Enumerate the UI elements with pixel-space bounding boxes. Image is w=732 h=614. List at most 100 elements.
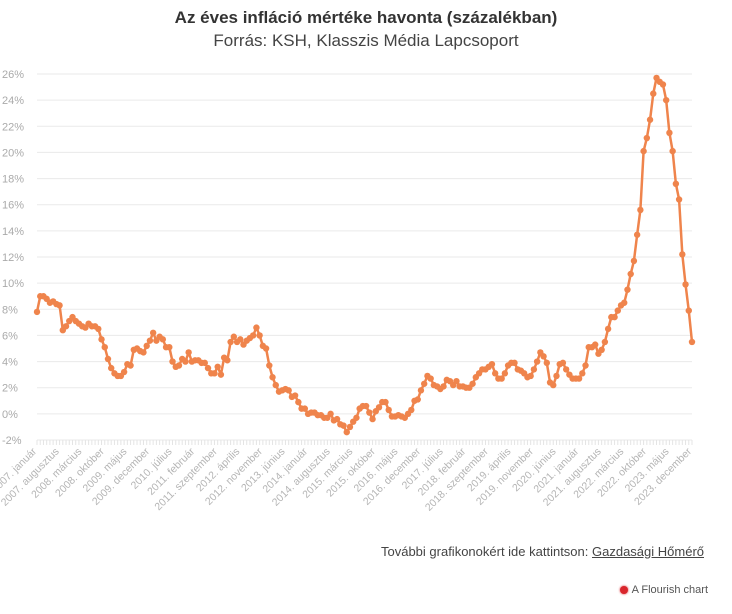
- data-point: [256, 332, 263, 339]
- data-point: [666, 129, 673, 137]
- data-point: [640, 147, 647, 155]
- footer-note: További grafikonokért ide kattintson: Ga…: [381, 544, 704, 559]
- data-point: [340, 422, 347, 429]
- data-point: [346, 423, 354, 431]
- data-point: [672, 180, 680, 187]
- data-point: [353, 414, 360, 421]
- y-tick-label: -2%: [2, 435, 22, 447]
- data-point: [366, 409, 373, 416]
- data-point: [201, 359, 208, 367]
- data-point: [56, 302, 63, 309]
- data-point: [643, 134, 651, 142]
- data-point: [237, 336, 244, 343]
- data-point: [414, 396, 421, 403]
- data-point: [217, 371, 225, 378]
- data-point: [498, 375, 505, 382]
- data-point: [562, 366, 570, 373]
- y-tick-label: 12%: [2, 252, 24, 264]
- data-point: [230, 333, 238, 340]
- data-point: [675, 196, 683, 203]
- data-point: [127, 362, 134, 369]
- gazdasagi-homero-link[interactable]: Gazdasági Hőmérő: [592, 544, 704, 559]
- data-point: [269, 374, 276, 381]
- credit-text: A Flourish chart: [631, 584, 708, 596]
- flourish-logo-icon: [619, 586, 628, 594]
- data-point: [527, 372, 534, 380]
- y-tick-label: 2%: [2, 383, 18, 395]
- data-point: [662, 96, 670, 104]
- data-point: [98, 336, 105, 343]
- data-point: [104, 355, 112, 363]
- data-point: [579, 370, 586, 377]
- data-point: [650, 90, 657, 97]
- y-tick-label: 26%: [2, 69, 24, 81]
- data-point: [185, 349, 192, 356]
- y-tick-label: 10%: [2, 278, 24, 290]
- data-point: [417, 387, 425, 394]
- y-tick-label: 14%: [2, 226, 24, 238]
- data-point: [491, 370, 499, 377]
- data-point: [685, 307, 692, 314]
- y-tick-label: 16%: [2, 200, 24, 212]
- data-point: [540, 353, 547, 360]
- data-point: [333, 415, 341, 423]
- data-point: [440, 383, 447, 390]
- y-tick-label: 18%: [2, 174, 24, 186]
- y-tick-label: 6%: [2, 330, 18, 342]
- data-point: [301, 405, 309, 412]
- data-point: [408, 406, 415, 414]
- y-tick-label: 20%: [2, 147, 24, 159]
- data-point: [624, 286, 631, 293]
- flourish-credit[interactable]: A Flourish chart: [619, 584, 708, 596]
- data-point: [214, 363, 221, 370]
- chart-title: Az éves infláció mértéke havonta (százal…: [174, 8, 558, 27]
- data-point: [108, 364, 115, 372]
- data-point: [420, 380, 428, 387]
- data-point: [362, 402, 370, 410]
- chart-subtitle: Forrás: KSH, Klasszis Média Lapcsoport: [213, 31, 519, 50]
- data-point: [646, 116, 654, 123]
- data-point: [224, 357, 231, 364]
- data-point: [530, 366, 538, 373]
- data-point: [272, 381, 279, 389]
- data-point: [62, 323, 70, 330]
- data-point: [592, 341, 599, 348]
- y-tick-label: 24%: [2, 95, 24, 107]
- data-point: [533, 358, 541, 365]
- data-point: [227, 338, 234, 346]
- data-point: [33, 308, 41, 316]
- data-point: [543, 359, 551, 367]
- data-point: [630, 257, 638, 265]
- data-point: [343, 428, 350, 436]
- data-point: [262, 345, 270, 352]
- footer-text: További grafikonokért ide kattintson:: [380, 544, 592, 559]
- data-point: [149, 329, 157, 337]
- line-chart: -2% 0% 2% 4% 6% 8% 10% 12% 14% 16% 18% 20% 22% 24% 26%…: [0, 69, 696, 514]
- data-point: [175, 362, 183, 369]
- data-point: [101, 343, 108, 351]
- data-point: [582, 362, 589, 369]
- data-point: [604, 325, 612, 333]
- data-point: [95, 325, 102, 333]
- data-point: [182, 358, 189, 365]
- series-line: [35, 76, 694, 434]
- data-point: [143, 342, 150, 350]
- data-point: [550, 381, 557, 389]
- y-tick-label: 8%: [2, 304, 18, 316]
- data-point: [682, 281, 689, 288]
- data-point: [427, 375, 434, 382]
- data-point: [291, 392, 299, 399]
- data-point: [369, 415, 376, 423]
- y-tick-label: 4%: [2, 357, 18, 369]
- data-point: [598, 346, 605, 354]
- data-point: [621, 299, 628, 306]
- data-point: [453, 377, 460, 385]
- data-point: [688, 338, 696, 346]
- data-point: [575, 375, 583, 382]
- data-point: [553, 372, 560, 380]
- y-tick-label: 22%: [2, 121, 24, 133]
- data-point: [146, 337, 154, 344]
- data-point: [659, 81, 667, 88]
- data-point: [633, 231, 641, 238]
- data-point: [382, 398, 389, 406]
